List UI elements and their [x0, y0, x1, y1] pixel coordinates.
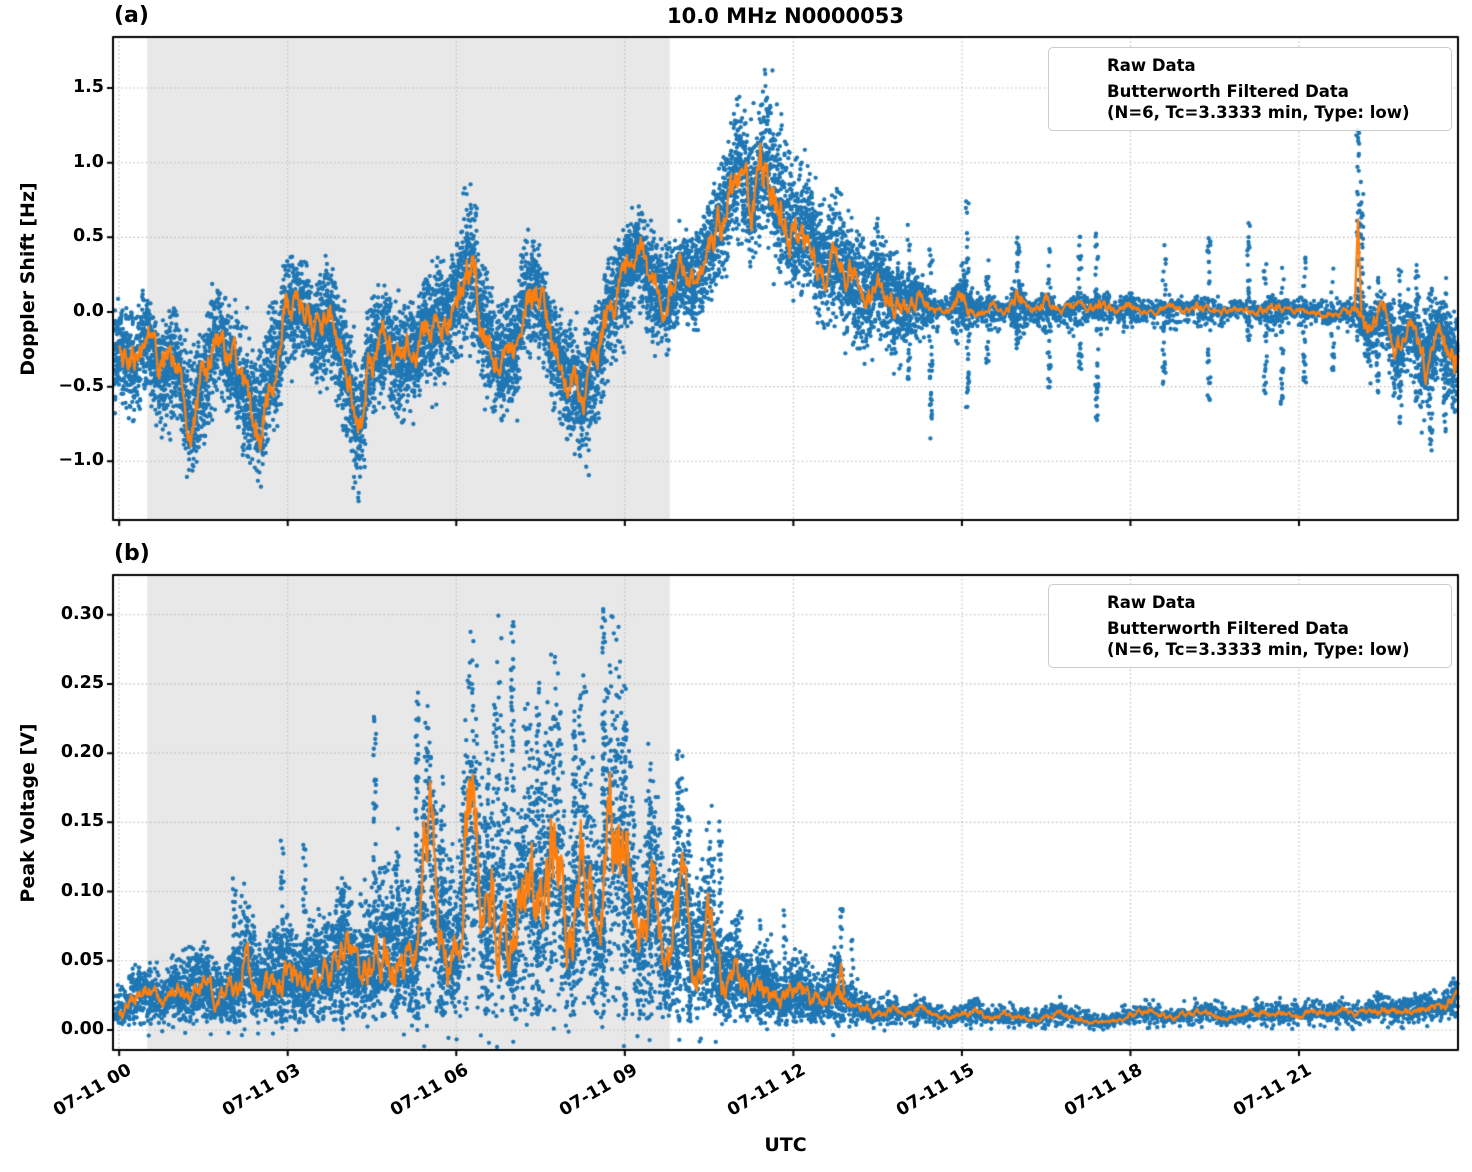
- y-tick-label-a: −0.5: [58, 375, 104, 396]
- panel-b-label: (b): [114, 541, 150, 566]
- legend-a: Raw Data Butterworth Filtered Data (N=6,…: [1048, 47, 1452, 131]
- y-tick-label-b: 0.25: [60, 672, 104, 693]
- y-tick-label-b: 0.10: [60, 880, 104, 901]
- legend-b: Raw Data Butterworth Filtered Data (N=6,…: [1048, 584, 1452, 668]
- filtered-line-icon: [1058, 637, 1098, 641]
- raw-data-marker: [1049, 55, 1107, 77]
- raw-data-marker: [1049, 592, 1107, 614]
- legend-raw-label: Raw Data: [1107, 593, 1196, 612]
- legend-entry-raw: Raw Data: [1049, 55, 1441, 77]
- legend-filtered-line2: (N=6, Tc=3.3333 min, Type: low): [1107, 640, 1410, 659]
- y-tick-label-a: 1.0: [72, 151, 104, 172]
- y-tick-label-b: 0.30: [60, 603, 104, 624]
- y-tick-label-b: 0.05: [60, 949, 104, 970]
- filtered-line-icon: [1058, 100, 1098, 104]
- filtered-line-marker: [1049, 81, 1107, 123]
- legend-filtered-label: Butterworth Filtered Data (N=6, Tc=3.333…: [1107, 81, 1410, 123]
- y-tick-label-a: 1.5: [72, 77, 104, 98]
- y-tick-label-b: 0.20: [60, 742, 104, 763]
- filtered-line-marker: [1049, 618, 1107, 660]
- y-tick-label-b: 0.15: [60, 811, 104, 832]
- legend-filtered-line1: Butterworth Filtered Data: [1107, 82, 1349, 101]
- raw-dot-icon: [1074, 62, 1082, 70]
- legend-raw-label: Raw Data: [1107, 56, 1196, 75]
- y-tick-label-a: 0.5: [72, 226, 104, 247]
- legend-entry-filtered: Butterworth Filtered Data (N=6, Tc=3.333…: [1049, 618, 1441, 660]
- panel-a-label: (a): [114, 3, 149, 28]
- y-tick-label-b: 0.00: [60, 1018, 104, 1039]
- legend-filtered-line2: (N=6, Tc=3.3333 min, Type: low): [1107, 103, 1410, 122]
- y-tick-label-a: 0.0: [72, 301, 104, 322]
- raw-dot-icon: [1074, 599, 1082, 607]
- legend-entry-filtered: Butterworth Filtered Data (N=6, Tc=3.333…: [1049, 81, 1441, 123]
- legend-filtered-line1: Butterworth Filtered Data: [1107, 619, 1349, 638]
- legend-filtered-label: Butterworth Filtered Data (N=6, Tc=3.333…: [1107, 618, 1410, 660]
- x-axis-label: UTC: [764, 1134, 807, 1156]
- y-tick-label-a: −1.0: [58, 450, 104, 471]
- legend-entry-raw: Raw Data: [1049, 592, 1441, 614]
- figure-title: 10.0 MHz N0000053: [667, 4, 904, 28]
